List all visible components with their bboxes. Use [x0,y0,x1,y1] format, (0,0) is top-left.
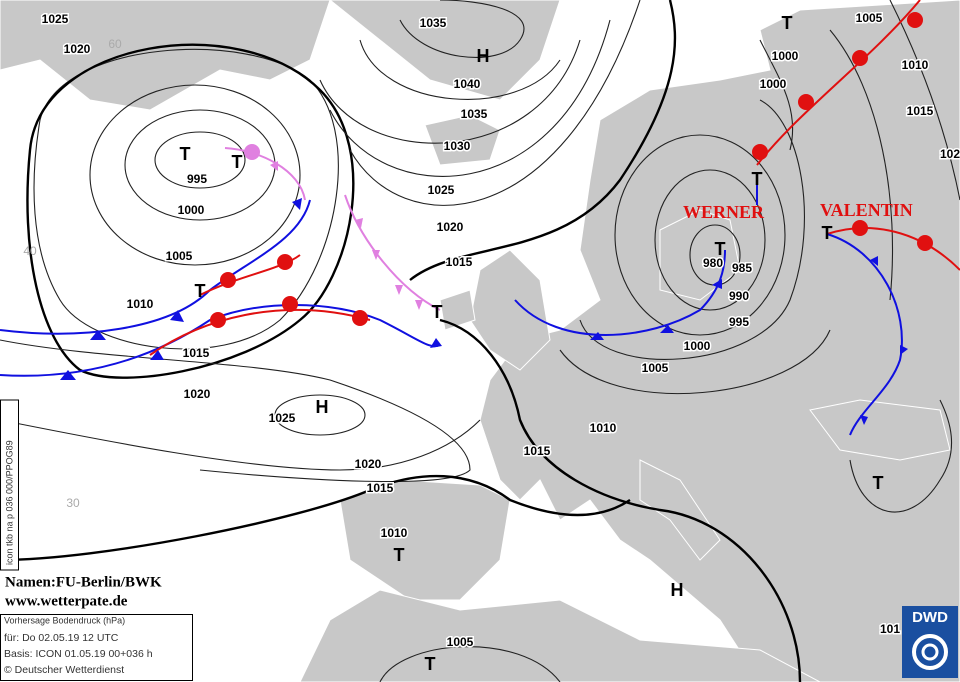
fronts [0,0,960,436]
model-id: icon tkb na p 036 000/PPOG89 [4,440,14,565]
pressure-center: T [180,144,191,164]
isobar-label: 1040 [454,77,481,91]
latitude-label: 60 [108,37,122,51]
pressure-center: T [715,239,726,259]
isobar-label: 995 [187,172,207,186]
isobar-label: 1000 [760,77,787,91]
logo-swirl [921,643,939,661]
isobar-label: 1035 [461,107,488,121]
isobar-label: 1025 [269,411,296,425]
isobar-label: 995 [729,315,749,329]
pressure-center: T [195,281,206,301]
info-line: Basis: ICON 01.05.19 00+036 h [4,648,153,660]
isobar-label: 1025 [428,183,455,197]
isobar-label: 985 [732,261,752,275]
isobar-label: 1000 [684,339,711,353]
isobar-label: 102 [940,147,960,161]
isobar-label: 1035 [420,16,447,30]
pressure-center: T [873,473,884,493]
pressure-center: H [671,580,684,600]
isobar-label: 1000 [178,203,205,217]
pressure-center: T [232,152,243,172]
pressure-center: T [822,223,833,243]
isobar-label: 1020 [184,387,211,401]
info-line: Vorhersage Bodendruck (hPa) [4,615,125,625]
isobar-label: 1015 [183,346,210,360]
isobar-label: 1020 [437,220,464,234]
pressure-center: T [394,545,405,565]
pressure-center: T [432,302,443,322]
isobar-label: 1005 [447,635,474,649]
isobar-label: 1030 [444,139,471,153]
isobar-label: 1005 [856,11,883,25]
info-line: © Deutscher Wetterdienst [4,664,124,676]
isobar-label: 1010 [590,421,617,435]
isobar-label: 1020 [355,457,382,471]
isobar-label: 1015 [524,444,551,458]
labels: 1025 1020 1035 1040 1035 1030 1025 1020 1015 995 1… [23,10,960,674]
isobar-label: 1010 [381,526,408,540]
isobar-label: 101 [880,622,900,636]
isobar-label: 1020 [64,42,91,56]
isobar-label: 1015 [907,104,934,118]
model-box [0,399,19,571]
pressure-center: T [782,13,793,33]
isobar-label: 1010 [127,297,154,311]
isobar-label: 1015 [446,255,473,269]
pressure-center: H [477,46,490,66]
front-name: VALENTIN [820,200,913,220]
info-box [0,614,193,681]
front-name: WERNER [683,202,765,222]
logo-swirl [912,634,948,670]
info-lines: Vorhersage Bodendruck (hPa) für: Do 02.0… [4,615,153,675]
isobar-label: 1015 [367,481,394,495]
isobar-label: 990 [729,289,749,303]
isobar-label: 1000 [772,49,799,63]
isobar-label: 1025 [42,12,69,26]
latitude-label: 40 [23,244,37,258]
credit-names: Namen:FU-Berlin/BWK [5,574,162,590]
logo: DWD [912,609,948,626]
isobar-label: 1005 [642,361,669,375]
info-line: für: Do 02.05.19 12 UTC [4,632,119,644]
pressure-center: T [752,169,763,189]
credit-site: www.wetterpate.de [5,593,128,609]
isobar-label: 1010 [902,58,929,72]
pressure-center: T [425,654,436,674]
latitude-label: 30 [66,496,80,510]
isobar-label: 1005 [166,249,193,263]
isobar-label: 980 [703,256,723,270]
pressure-center: H [316,397,329,417]
